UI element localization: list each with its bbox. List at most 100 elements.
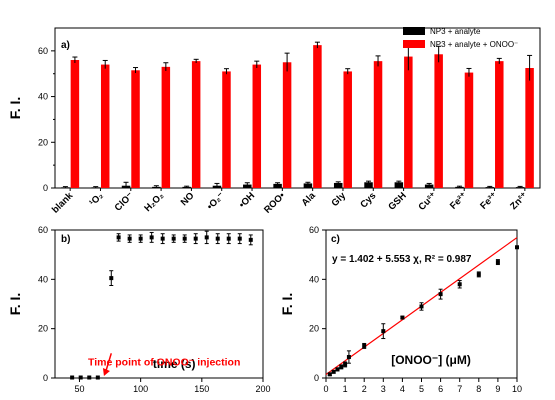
chart-b-data-point [215, 236, 220, 241]
chart-c-x-tick-label: 8 [476, 384, 481, 394]
chart-b-data-point [193, 236, 198, 241]
chart-b-plot-frame [54, 229, 264, 379]
chart-a-category-label: •OH [237, 190, 257, 210]
chart-a-category-label: Ala [300, 190, 319, 209]
chart-b-data-point [160, 236, 165, 241]
chart-b-data-point [87, 375, 92, 380]
chart-a-category-label: GSH [386, 190, 408, 212]
chart-c-data-point [339, 364, 344, 369]
chart-a-bar-onoo [404, 56, 413, 189]
chart-b-panel-label: b) [61, 234, 70, 245]
chart-c-x-tick-label: 0 [323, 384, 328, 394]
chart-b-time-course: 0 20 40 60 50 100 150 200 F. I. time (s) b) Time po… [7, 225, 271, 394]
chart-b-x-axis-label: time (s) [153, 357, 196, 371]
chart-a-bar-onoo [282, 62, 292, 188]
chart-c-data-point [327, 372, 332, 377]
chart-a-category-label: Fe³⁺ [478, 190, 499, 211]
chart-b-y-tick-label: 0 [43, 373, 48, 383]
chart-c-data-point [457, 282, 462, 287]
chart-b-data-point [237, 236, 242, 241]
chart-a-bar-analyte [364, 182, 373, 188]
chart-a-category-label: blank [50, 190, 76, 216]
chart-b-x-tick-label: 200 [255, 384, 270, 394]
chart-b-data-point [109, 276, 114, 281]
chart-c-x-axis-label: [ONOO⁻] (μM) [391, 353, 471, 367]
chart-b-x-tick-label: 150 [194, 384, 209, 394]
chart-c-data-point [335, 367, 340, 372]
chart-a-bar-analyte [273, 183, 282, 188]
chart-c-x-tick-label: 3 [381, 384, 386, 394]
chart-c-panel-label: c) [331, 234, 340, 245]
chart-a-y-tick-label: 0 [43, 183, 48, 193]
chart-a-legend-label: NP3 + analyte [430, 27, 481, 36]
chart-b-data-point [78, 375, 83, 380]
chart-c-data-point [515, 245, 519, 250]
chart-a-bar-onoo [70, 60, 80, 188]
chart-a-category-label: H₂O₂ [142, 190, 166, 214]
chart-a-bar-onoo [434, 54, 443, 189]
chart-a-bar-onoo [525, 68, 534, 188]
chart-b-annotation-arrow-line [105, 353, 113, 372]
chart-a-category-label: ¹O₂ [87, 190, 105, 208]
chart-a-y-tick-label: 60 [38, 46, 48, 56]
chart-c-x-tick-label: 7 [457, 384, 462, 394]
chart-b-data-point [138, 236, 143, 241]
chart-a-bar-onoo [222, 71, 231, 188]
chart-a-legend-swatch [403, 27, 425, 35]
chart-a-bar-onoo [252, 64, 262, 188]
chart-c-calibration: 0 20 40 60 0 1 2 3 4 5 6 7 8 9 10 F. I. [ONOO⁻] (μM) c) y … [279, 225, 522, 394]
chart-a-legend-swatch [403, 40, 425, 48]
chart-a-plot-frame [54, 27, 541, 189]
chart-b-y-tick-label: 20 [38, 324, 48, 334]
chart-c-x-tick-label: 1 [343, 384, 348, 394]
chart-b-annotation: Time point of ONOO⁻ injection [88, 357, 240, 369]
chart-b-data-point [149, 235, 154, 240]
chart-c-y-axis-label: F. I. [279, 293, 295, 316]
chart-a-category-label: Fe²⁺ [448, 190, 469, 211]
chart-c-x-tick-label: 6 [438, 384, 443, 394]
chart-b-y-axis-label: F. I. [7, 293, 23, 316]
chart-a-category-label: Cys [358, 190, 378, 210]
chart-c-data-point [400, 315, 405, 320]
chart-b-data-point [127, 236, 132, 241]
chart-a-bar-onoo [100, 64, 110, 188]
chart-a-bar-onoo [131, 70, 140, 188]
chart-a-y-tick-label: 20 [38, 137, 48, 147]
chart-c-y-tick-label: 20 [309, 324, 319, 334]
chart-a-bar-analyte [424, 184, 434, 188]
chart-c-data-point [331, 369, 336, 374]
chart-a-bar-onoo [495, 61, 504, 189]
chart-a-bar-onoo [191, 61, 201, 189]
chart-a-y-tick-label: 40 [38, 92, 48, 102]
chart-b-data-point [182, 236, 187, 241]
chart-a-category-label: Gly [329, 190, 348, 209]
chart-c-x-tick-label: 5 [419, 384, 424, 394]
chart-a-bar-onoo [161, 66, 171, 188]
chart-b-y-tick-label: 60 [38, 225, 48, 235]
chart-a-bar-onoo [313, 45, 322, 189]
chart-a-panel-label: a) [61, 40, 70, 51]
chart-c-data-point [419, 304, 424, 309]
chart-a-y-axis-label: F. I. [7, 97, 23, 120]
chart-c-x-tick-label: 2 [362, 384, 367, 394]
chart-a-category-label: •O₂⁻ [205, 190, 227, 212]
chart-a-category-label: ClO⁻ [113, 190, 136, 213]
chart-b-x-tick-label: 100 [133, 384, 148, 394]
chart-a-legend-label: NP3 + analyte + ONOO⁻ [430, 40, 518, 49]
chart-b-data-point [70, 375, 75, 380]
chart-a-bar-chart: 0 20 40 60 F. I. a) blank ¹O₂ ClO⁻ H₂O₂ NO •O₂⁻ •OH R… [7, 27, 541, 216]
chart-a-bar-analyte [303, 183, 313, 188]
chart-b-data-point [226, 236, 231, 241]
chart-c-data-point [495, 260, 500, 265]
chart-a-bar-onoo [343, 71, 352, 188]
chart-c-data-point [381, 329, 386, 334]
chart-c-x-tick-label: 10 [512, 384, 522, 394]
chart-c-y-tick-label: 0 [314, 373, 319, 383]
chart-c-x-tick-label: 4 [400, 384, 405, 394]
chart-a-category-label: ROO• [262, 190, 288, 216]
chart-b-y-tick-label: 40 [38, 274, 48, 284]
chart-b-data-point [116, 235, 121, 240]
chart-c-y-tick-label: 60 [309, 225, 319, 235]
chart-c-x-tick-label: 9 [495, 384, 500, 394]
